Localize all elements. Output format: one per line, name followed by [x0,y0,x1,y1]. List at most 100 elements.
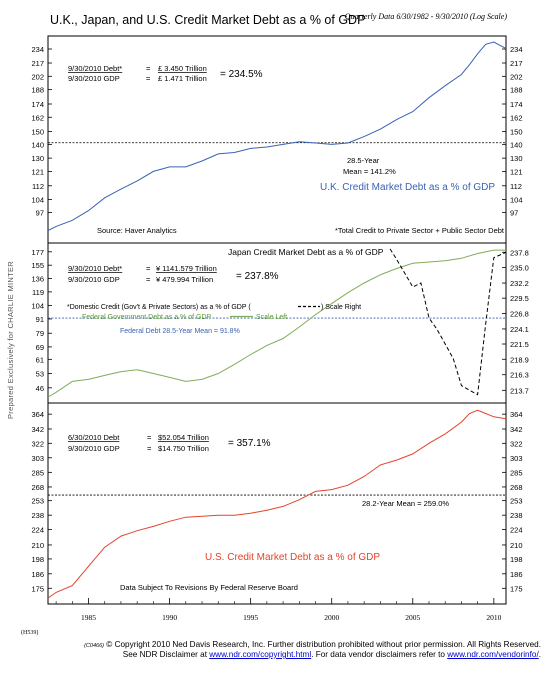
right-tick-label: 224.1 [510,325,529,334]
prepared-for-label: Prepared Exclusively for CHARLIE MINTER [6,261,15,419]
right-tick-label: 216.3 [510,371,529,380]
right-tick-label: 218.9 [510,355,529,364]
japan-debt-value: ¥ 1141.579 Trillion [156,264,217,273]
right-tick-label: 188 [510,86,523,95]
us-mean-label: 28.2-Year Mean = 259.0% [362,499,449,508]
left-tick-label: 104 [31,301,44,310]
uk-gdp-value: £ 1.471 Trillion [158,74,207,83]
footer-disclaimer-post: . [538,650,541,659]
left-tick-label: 97 [36,208,44,217]
right-tick-label: 150 [510,128,523,137]
japan-legend-gov-suffix: Scale Left [256,314,287,321]
right-tick-label: 268 [510,483,523,492]
right-tick-label: 175 [510,584,523,593]
us-note: Data Subject To Revisions By Federal Res… [120,583,298,592]
footer-copyright-text: © Copyright 2010 Ned Davis Research, Inc… [106,640,541,649]
left-tick-label: 53 [36,370,44,379]
japan-gov-debt-line [47,249,506,398]
footer-disclaimer-pre: See NDR Disclaimer at [122,650,210,659]
right-tick-label: 162 [510,113,523,122]
left-tick-label: 46 [36,384,44,393]
right-tick-label: 202 [510,72,523,81]
us-gdp-eq: = [147,444,152,453]
x-tick-label: 2000 [324,613,339,622]
chart-subtitle: Quarterly Data 6/30/1982 - 9/30/2010 (Lo… [345,12,508,21]
left-tick-label: 79 [36,329,44,338]
left-tick-label: 174 [31,100,44,109]
japan-ratio: = 237.8% [236,271,279,282]
left-tick-label: 61 [36,355,44,364]
right-tick-label: 303 [510,454,523,463]
uk-footnote: *Total Credit to Private Sector + Public… [335,226,505,235]
us-gdp-value: $14.750 Trillion [158,444,209,453]
left-tick-label: 155 [31,261,44,270]
uk-panel: 97 104 112 121 130 140 150 162 174 188 202 217 234 97… [31,41,523,235]
right-tick-label: 210 [510,541,523,550]
left-tick-label: 150 [31,128,44,137]
japan-domestic-credit-line [389,248,507,396]
left-tick-label: 268 [31,483,44,492]
japan-legend-domestic-prefix: *Domestic Credit (Gov't & Private Sector… [67,304,251,311]
left-tick-label: 198 [31,555,44,564]
right-tick-label: 235.0 [510,264,529,273]
footer-disclaimer-mid: . For data vendor disclaimers refer to [311,650,448,659]
right-tick-label: 285 [510,468,523,477]
japan-gdp-value: ¥ 479.994 Trillion [156,275,213,284]
left-tick-label: 364 [31,410,44,419]
right-tick-label: 213.7 [510,386,529,395]
left-tick-label: 177 [31,248,44,257]
left-tick-label: 91 [36,315,44,324]
left-tick-label: 217 [31,59,44,68]
left-tick-label: 175 [31,584,44,593]
left-tick-label: 136 [31,274,44,283]
footer-code: (C0466) [84,643,104,649]
footer-copyright: (C0466) © Copyright 2010 Ned Davis Resea… [84,640,541,649]
left-tick-label: 303 [31,454,44,463]
right-tick-label: 97 [510,208,518,217]
japan-mean-label: Federal Debt 28.5-Year Mean = 91.8% [120,328,240,335]
left-tick-label: 322 [31,439,44,448]
us-debt-eq: = [147,433,152,442]
right-tick-label: 234 [510,45,523,54]
right-tick-label: 226.8 [510,309,529,318]
right-tick-label: 224 [510,526,523,535]
x-tick-label: 1985 [81,613,96,622]
uk-mean-title: 28.5-Year [347,156,380,165]
left-tick-label: 253 [31,497,44,506]
uk-ratio: = 234.5% [220,69,263,80]
left-tick-label: 140 [31,140,44,149]
x-tick-label: 2010 [486,613,501,622]
japan-debt-eq: = [146,264,151,273]
us-debt-label: 6/30/2010 Debt [68,433,120,442]
japan-gdp-eq: = [146,275,151,284]
japan-panel: 46 53 61 69 79 91 104 119 136 155 177 213.7 216.3 218… [31,247,529,398]
vendor-info-link[interactable]: www.ndr.com/vendorinfo/ [447,650,539,659]
x-tick-label: 1995 [243,613,258,622]
japan-gdp-label: 9/30/2010 GDP [68,275,120,284]
chart-code: (H539) [21,629,38,636]
uk-series-line [47,41,507,232]
uk-gdp-eq: = [146,74,151,83]
chart-title: U.K., Japan, and U.S. Credit Market Debt… [50,13,365,27]
left-tick-label: 104 [31,196,44,205]
copyright-link[interactable]: www.ndr.com/copyright.html [209,650,312,659]
left-tick-label: 342 [31,425,44,434]
uk-debt-value: £ 3.450 Trillion [158,64,207,73]
x-tick-label: 2005 [405,613,420,622]
left-tick-label: 210 [31,541,44,550]
japan-title: Japan Credit Market Debt as a % of GDP [228,247,384,257]
right-tick-label: 253 [510,497,523,506]
left-tick-label: 119 [32,288,44,297]
japan-legend-domestic-suffix: ) Scale Right [321,304,361,311]
right-tick-label: 232.2 [510,279,529,288]
left-tick-label: 238 [31,511,44,520]
us-series-label: U.S. Credit Market Debt as a % of GDP [205,552,380,563]
uk-mean-label: Mean = 141.2% [343,167,396,176]
right-tick-label: 198 [510,555,523,564]
right-tick-label: 221.5 [510,340,529,349]
uk-gdp-label: 9/30/2010 GDP [68,74,120,83]
japan-legend-gov-prefix: Federal Government Debt as a % of GDP [82,314,211,321]
us-gdp-label: 9/30/2010 GDP [68,444,120,453]
right-tick-label: 140 [510,140,523,149]
